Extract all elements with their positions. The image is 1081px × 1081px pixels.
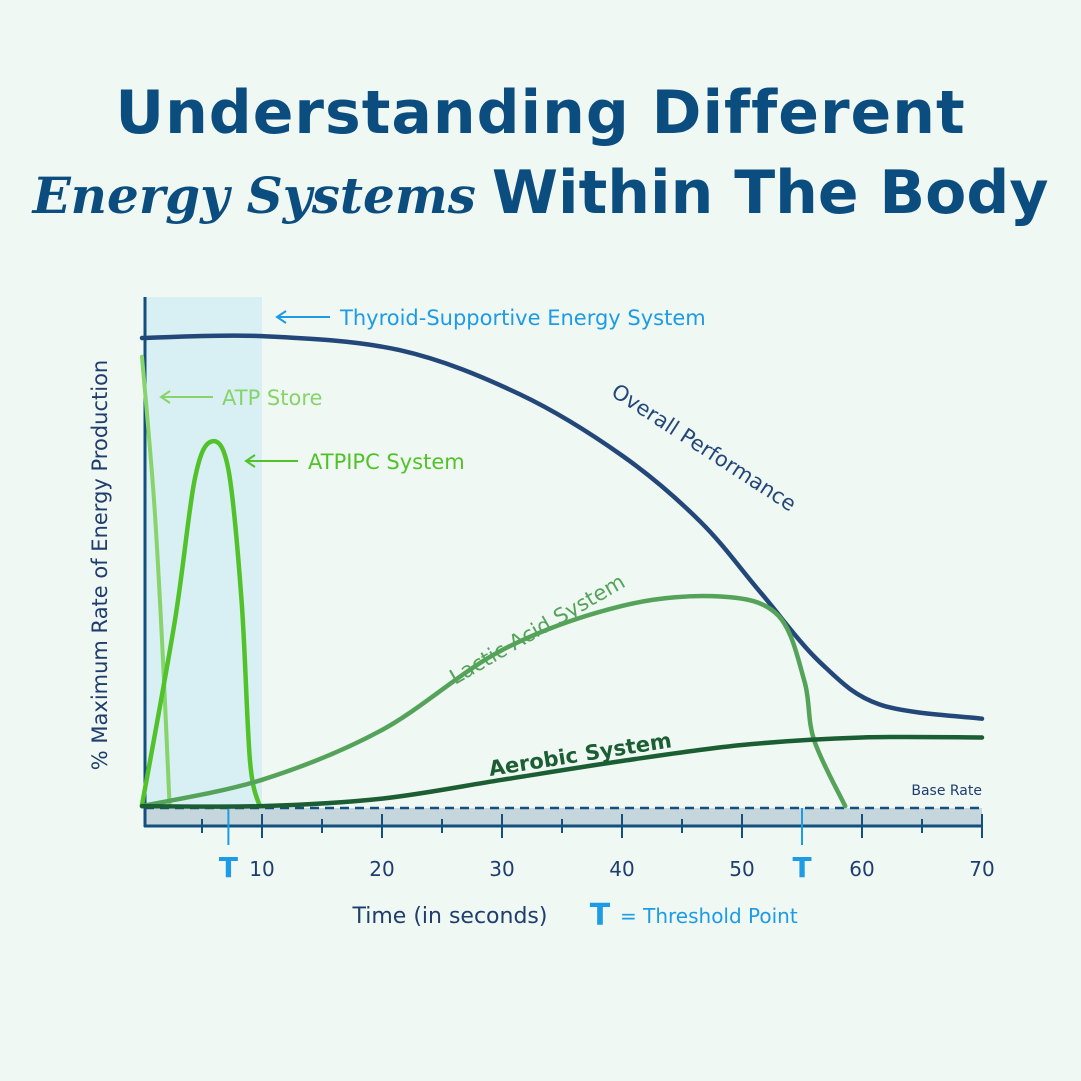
thyroid-arrow-head [275, 310, 287, 324]
thyroid-label: Thyroid-Supportive Energy System [339, 306, 706, 330]
title-rest: Within The Body [491, 158, 1049, 228]
atpipc-label: ATPIPC System [308, 450, 465, 474]
atp-store-arrow-head [159, 390, 171, 404]
series-line-atpipc-system [139, 438, 262, 809]
atp-store-label: ATP Store [222, 386, 322, 410]
x-tick-label: 30 [489, 857, 514, 881]
x-tick-label: 50 [729, 857, 754, 881]
series-line-lactic-acid-system [139, 593, 848, 809]
threshold-legend-text: = Threshold Point [620, 904, 798, 928]
series-line-aerobic-system [139, 734, 985, 809]
aerobic-label: Aerobic System [487, 728, 673, 781]
threshold-marker: T [219, 851, 238, 884]
x-tick-label: 60 [849, 857, 874, 881]
series-line-overall-performance [139, 333, 985, 721]
lactic-acid-label: Lactic Acid System [446, 569, 630, 689]
threshold-legend-marker: T [590, 898, 611, 933]
x-axis-label: Time (in seconds) [352, 904, 548, 929]
x-tick-label: 20 [369, 857, 394, 881]
x-tick-label: 70 [969, 857, 994, 881]
x-tick-label: 10 [249, 857, 274, 881]
y-axis-label: % Maximum Rate of Energy Production [88, 360, 112, 770]
x-tick-label: 40 [609, 857, 634, 881]
title-line-2: Energy Systems Within The Body [0, 158, 1081, 228]
base-rate-band [145, 808, 982, 826]
thyroid-supportive-region [145, 297, 262, 808]
series-line-atp-store [140, 354, 172, 808]
title-line-1: Understanding Different [115, 78, 966, 148]
atpipc-arrow-head [244, 454, 256, 468]
threshold-marker: T [792, 851, 811, 884]
overall-performance-label: Overall Performance [607, 379, 800, 516]
title-script: Energy Systems [32, 166, 476, 225]
base-rate-label: Base Rate [911, 783, 982, 799]
